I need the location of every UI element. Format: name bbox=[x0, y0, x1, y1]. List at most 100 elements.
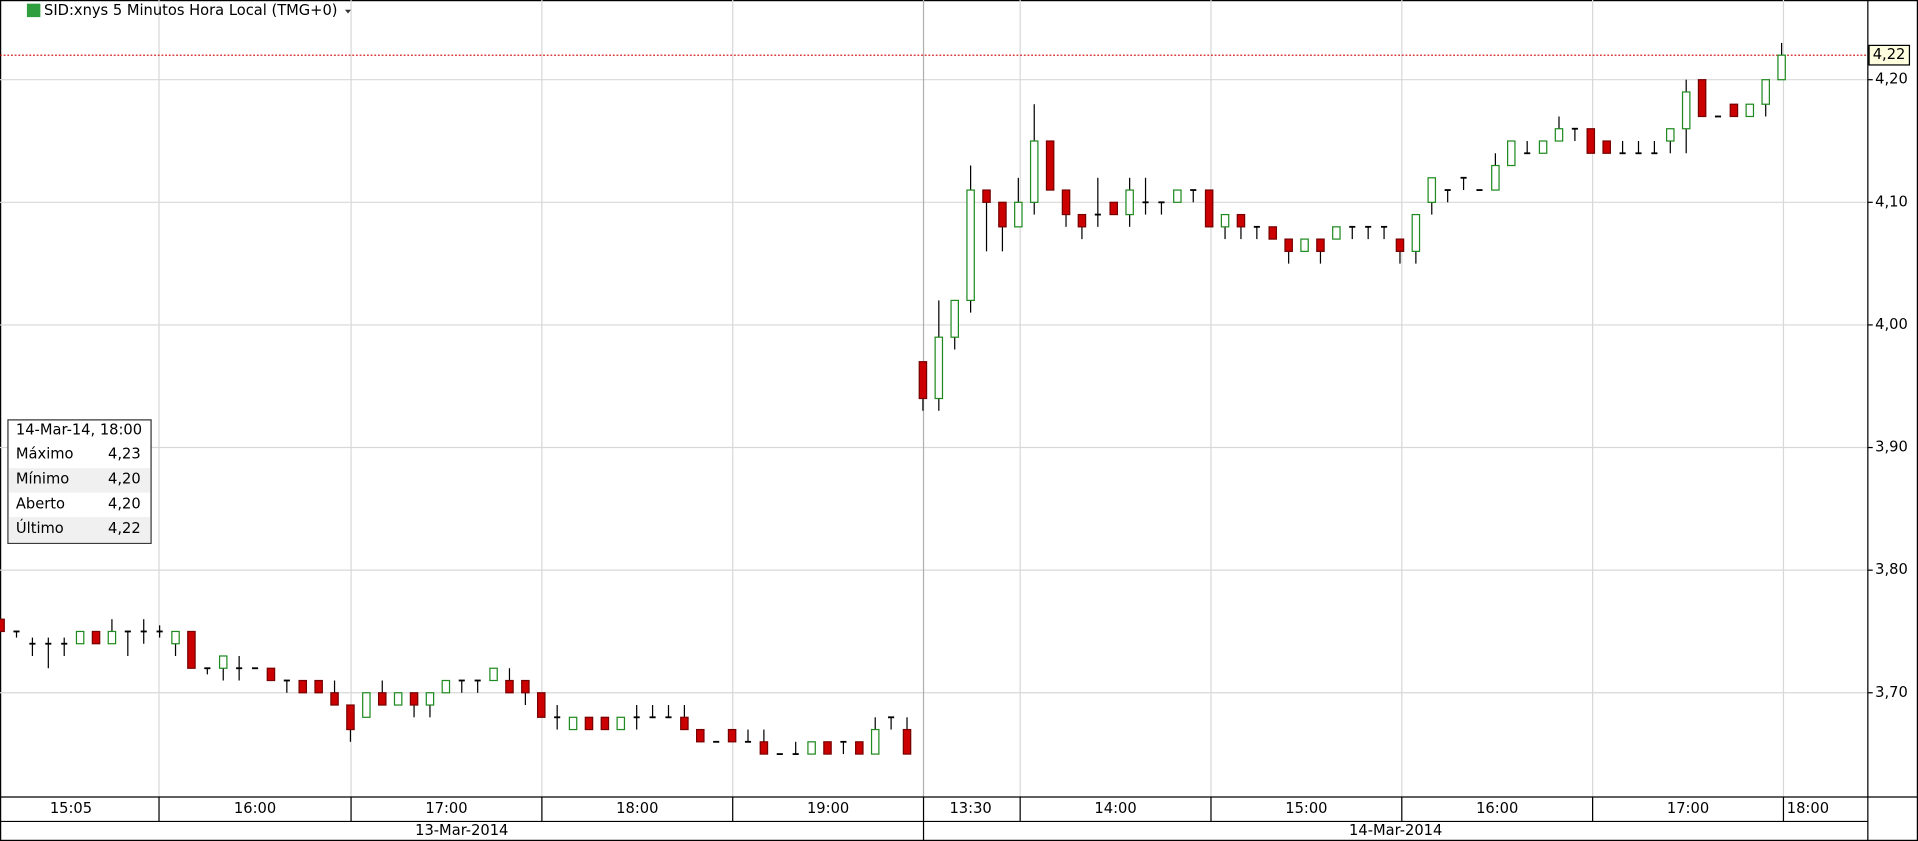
info-panel: 14-Mar-14, 18:00 Máximo 4,23 Mínimo 4,20 Abe… bbox=[7, 419, 152, 544]
candle-body-down bbox=[266, 667, 276, 682]
candle-body-down bbox=[855, 741, 864, 755]
candle-body-up bbox=[75, 630, 85, 645]
candle-body-up bbox=[218, 655, 228, 669]
candle-body-down bbox=[918, 361, 928, 400]
candle-body-down bbox=[680, 716, 689, 731]
info-value: 4,22 bbox=[108, 520, 141, 537]
x-tick-label: 16:00 bbox=[1476, 800, 1518, 817]
last-price-box bbox=[1868, 44, 1911, 66]
candle-body-up bbox=[1507, 140, 1516, 167]
candle-body-up bbox=[1666, 128, 1675, 142]
candle-body-up bbox=[1745, 103, 1755, 118]
date-label: 13-Mar-2014 bbox=[415, 822, 508, 839]
candle-body-down bbox=[298, 679, 308, 694]
candle-body-down bbox=[982, 189, 991, 203]
last-price-label: 4,22 bbox=[1873, 46, 1906, 63]
candle-body-up bbox=[489, 667, 498, 682]
grid bbox=[0, 0, 1868, 797]
dropdown-arrow[interactable] bbox=[344, 9, 352, 14]
candle-body-down bbox=[1077, 213, 1087, 228]
candle-body-up bbox=[171, 630, 180, 645]
candle-body-up bbox=[1777, 54, 1786, 81]
candle-body-up bbox=[1554, 128, 1564, 142]
candle-body-down bbox=[521, 679, 530, 694]
candle-body-up bbox=[1681, 91, 1691, 130]
candle-body-down bbox=[1697, 79, 1707, 118]
y-tick-label: 4,20 bbox=[1875, 71, 1908, 88]
info-value: 4,20 bbox=[108, 495, 141, 512]
candle-body-up bbox=[1411, 213, 1421, 252]
candle-body-down bbox=[1729, 103, 1739, 118]
candle-body-up bbox=[1491, 164, 1500, 191]
x-tick-label: 16:00 bbox=[234, 800, 276, 817]
candle-body-down bbox=[314, 679, 323, 694]
symbol-icon bbox=[26, 3, 41, 18]
x-tick-label: 17:00 bbox=[425, 800, 467, 817]
candle-body-up bbox=[441, 679, 451, 694]
candle-body-up bbox=[568, 716, 578, 731]
candle-body-down bbox=[377, 692, 387, 706]
candle-body-down bbox=[1061, 189, 1071, 216]
candle-body-down bbox=[696, 728, 705, 743]
candle-body-down bbox=[91, 630, 101, 645]
y-tick-label: 3,80 bbox=[1875, 561, 1908, 578]
candle-body-up bbox=[1029, 140, 1039, 203]
y-tick-label: 3,90 bbox=[1875, 439, 1908, 456]
x-tick-label: 13:30 bbox=[949, 800, 991, 817]
candle-body-up bbox=[1761, 79, 1770, 105]
candles bbox=[0, 42, 1786, 755]
info-label: Aberto bbox=[16, 495, 65, 512]
candle-body-down bbox=[1395, 238, 1405, 252]
candle-body-down bbox=[823, 741, 832, 755]
candle-body-up bbox=[1332, 226, 1341, 240]
candle-body-down bbox=[0, 618, 5, 633]
y-tick-label: 3,70 bbox=[1875, 684, 1908, 701]
candle-body-down bbox=[727, 728, 737, 743]
x-tick-label: 17:00 bbox=[1667, 800, 1709, 817]
candle-body-up bbox=[950, 299, 960, 338]
x-tick-label: 19:00 bbox=[807, 800, 849, 817]
x-tick-label: 18:00 bbox=[1787, 800, 1829, 817]
candle-body-down bbox=[1268, 226, 1278, 240]
candle-body-up bbox=[934, 336, 944, 400]
info-value: 4,23 bbox=[108, 446, 141, 463]
candle-body-down bbox=[187, 630, 196, 669]
candle-body-down bbox=[1316, 238, 1325, 252]
candle-body-down bbox=[1045, 140, 1055, 191]
x-tick-label: 14:00 bbox=[1094, 800, 1136, 817]
x-tick-label: 18:00 bbox=[616, 800, 658, 817]
candle-body-up bbox=[1427, 177, 1437, 203]
x-tick-label: 15:05 bbox=[50, 800, 92, 817]
candle-body-down bbox=[346, 704, 355, 731]
candle-body-down bbox=[759, 741, 769, 755]
candle-body-up bbox=[425, 692, 435, 706]
candle-body-up bbox=[1300, 238, 1309, 252]
candle-body-down bbox=[1204, 189, 1214, 228]
candle-body-up bbox=[966, 189, 975, 302]
candle-body-down bbox=[600, 716, 610, 731]
candle-body-up bbox=[616, 716, 626, 731]
chart-title[interactable]: SID:xnys 5 Minutos Hora Local (TMG+0) bbox=[44, 2, 337, 19]
candle-body-up bbox=[870, 728, 880, 755]
date-label: 14-Mar-2014 bbox=[1349, 822, 1442, 839]
info-value: 4,20 bbox=[108, 471, 141, 488]
candle-body-down bbox=[536, 692, 546, 718]
candle-body-up bbox=[1173, 189, 1182, 203]
candle-body-down bbox=[902, 728, 912, 755]
candle-body-down bbox=[1284, 238, 1293, 252]
candle-body-down bbox=[1236, 213, 1246, 228]
info-label: Mínimo bbox=[16, 471, 69, 488]
candle-body-up bbox=[107, 630, 117, 645]
candle-body-down bbox=[1586, 128, 1596, 154]
candle-body-down bbox=[998, 201, 1007, 228]
candle-body-up bbox=[1538, 140, 1548, 154]
y-tick-label: 4,10 bbox=[1875, 193, 1908, 210]
info-header: 14-Mar-14, 18:00 bbox=[16, 421, 142, 438]
x-tick-label: 15:00 bbox=[1285, 800, 1327, 817]
candle-body-down bbox=[409, 692, 419, 706]
candle-body-down bbox=[330, 692, 339, 706]
candle-body-down bbox=[1602, 140, 1611, 154]
